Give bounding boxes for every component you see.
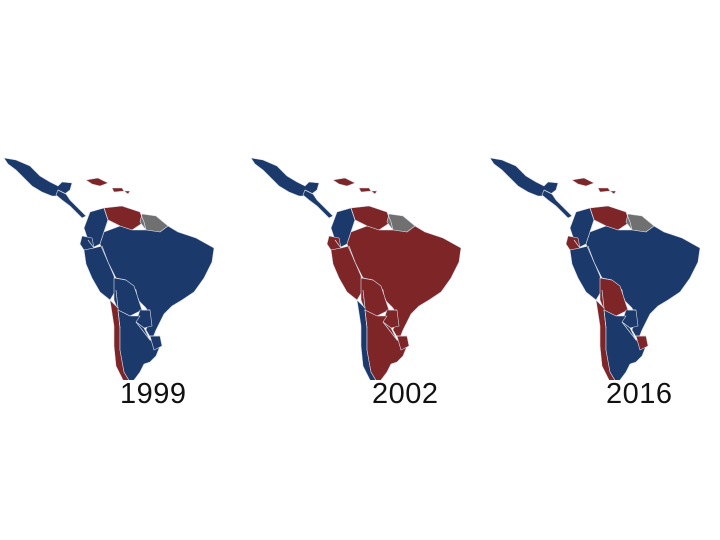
year-label: 2016	[606, 378, 673, 410]
country-border	[386, 211, 394, 231]
country-border	[135, 321, 151, 341]
region-argentina	[364, 309, 408, 380]
country-border	[601, 277, 613, 281]
region-caribbean	[85, 177, 131, 195]
region-ecuador	[565, 235, 581, 251]
region-central-america	[302, 189, 334, 219]
region-mexico	[250, 157, 320, 197]
country-border	[382, 321, 398, 341]
country-border	[364, 309, 368, 329]
country-border	[103, 219, 109, 233]
country-border	[603, 309, 607, 329]
country-border	[101, 245, 109, 263]
country-border	[304, 189, 314, 195]
country-border	[115, 277, 127, 281]
country-border	[87, 239, 95, 249]
country-border	[589, 219, 595, 233]
country-border	[117, 309, 121, 329]
map-panel-2002	[247, 150, 477, 380]
region-argentina	[117, 309, 161, 380]
country-border	[115, 289, 119, 309]
latin-america-map	[489, 157, 701, 380]
map-panel-2016	[486, 150, 716, 380]
country-border	[384, 297, 390, 311]
region-argentina	[603, 309, 647, 380]
country-border	[362, 277, 374, 281]
country-border	[334, 239, 342, 249]
country-border	[362, 289, 366, 309]
country-border	[623, 297, 629, 311]
country-border	[621, 321, 637, 341]
country-border	[348, 245, 356, 263]
region-ecuador	[326, 235, 342, 251]
region-central-america	[541, 189, 573, 219]
map-panel-1999	[0, 150, 230, 380]
region-ecuador	[79, 235, 95, 251]
latin-america-map	[3, 157, 215, 380]
country-border	[139, 211, 147, 231]
country-border	[625, 211, 633, 231]
latin-america-map	[250, 157, 462, 380]
region-caribbean	[332, 177, 378, 195]
country-border	[543, 189, 553, 195]
region-venezuela	[103, 205, 145, 231]
country-border	[573, 239, 581, 249]
region-central-america	[55, 189, 87, 219]
country-border	[137, 297, 143, 311]
region-caribbean	[571, 177, 617, 195]
country-border	[601, 289, 605, 309]
region-venezuela	[350, 205, 392, 231]
year-label: 1999	[120, 378, 187, 410]
country-border	[587, 245, 595, 263]
region-venezuela	[589, 205, 631, 231]
year-label: 2002	[372, 378, 439, 410]
region-mexico	[3, 157, 73, 197]
country-border	[350, 219, 356, 233]
region-mexico	[489, 157, 559, 197]
country-border	[57, 189, 67, 195]
